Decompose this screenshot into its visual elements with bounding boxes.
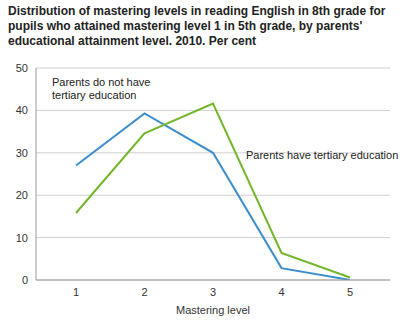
svg-text:3: 3	[210, 286, 216, 298]
svg-text:20: 20	[16, 189, 28, 201]
svg-text:5: 5	[347, 286, 353, 298]
svg-text:1: 1	[73, 286, 79, 298]
svg-text:4: 4	[278, 286, 284, 298]
svg-text:10: 10	[16, 232, 28, 244]
svg-text:0: 0	[22, 274, 28, 286]
html-text:Distribution of mastering leve: Distribution of mastering levels in read…	[8, 4, 386, 48]
svg-text:40: 40	[16, 104, 28, 116]
svg-text:Mastering level: Mastering level	[176, 304, 250, 316]
svg-text:30: 30	[16, 147, 28, 159]
html-text:Parents do not have tertiary e: Parents do not have tertiary education	[52, 76, 151, 101]
html-text:Parents have tertiary educatio: Parents have tertiary education	[246, 149, 399, 161]
svg-text:2: 2	[141, 286, 147, 298]
svg-text:50: 50	[16, 62, 28, 74]
